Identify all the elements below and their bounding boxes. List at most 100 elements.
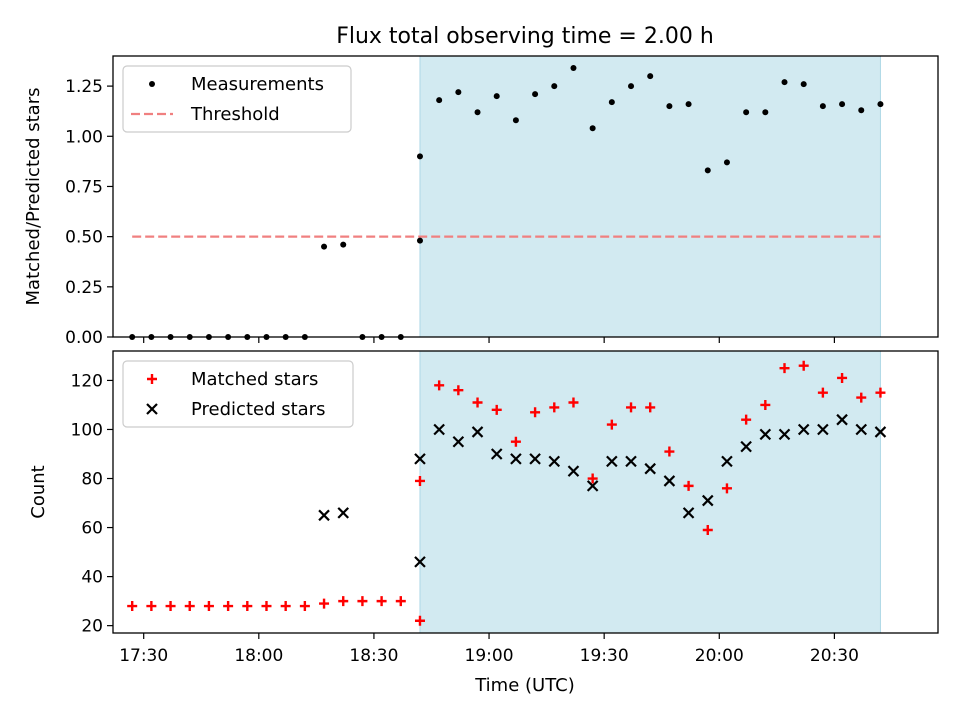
predicted-stars-point xyxy=(433,423,445,436)
shaded-observing-span xyxy=(419,55,881,338)
predicted-stars-point xyxy=(778,428,791,441)
legend-marker-plus xyxy=(147,374,157,384)
matched-stars-point xyxy=(626,402,637,413)
predicted-stars-point xyxy=(797,423,810,436)
measurement-point xyxy=(685,101,692,108)
measurement-point xyxy=(551,83,558,90)
x-tick-label: 18:30 xyxy=(349,646,398,666)
predicted-stars-point xyxy=(663,475,676,487)
predicted-stars-point xyxy=(452,435,465,448)
predicted-stars-point xyxy=(414,453,426,465)
legend-marker-x xyxy=(146,403,158,415)
matched-stars-point xyxy=(472,397,483,408)
matched-stars-point xyxy=(203,601,214,612)
chart-title: Flux total observing time = 2.00 h xyxy=(336,24,714,49)
measurement-point xyxy=(474,109,481,116)
x-tick-label: 20:00 xyxy=(695,646,744,666)
axes-frame xyxy=(112,55,939,338)
measurement-point xyxy=(416,153,423,160)
matched-stars-point xyxy=(357,596,368,607)
predicted-stars-point xyxy=(490,448,503,460)
matched-stars-point xyxy=(683,480,694,491)
y-tick-label: 0.50 xyxy=(65,228,103,248)
panel-counts: 20 40 60 80 100 120 Count 17:30 18:00 18:30 19:00 1… xyxy=(28,350,939,666)
y-tick-label: 100 xyxy=(71,420,103,440)
matched-stars-point xyxy=(165,601,176,612)
y-tick-label: 40 xyxy=(81,568,103,588)
matched-stars-point xyxy=(299,601,310,612)
measurement-point xyxy=(819,103,826,110)
measurement-point xyxy=(743,109,750,116)
matched-stars-point xyxy=(875,387,886,398)
measurement-point xyxy=(321,243,328,250)
predicted-stars-point xyxy=(682,507,695,519)
matched-stars-point xyxy=(779,363,790,374)
measurement-point xyxy=(628,83,635,90)
measurement-point xyxy=(704,167,711,174)
predicted-stars-point xyxy=(721,455,733,468)
matched-stars-point xyxy=(414,475,425,486)
measurement-point xyxy=(608,99,615,106)
predicted-stars-point xyxy=(318,509,330,522)
shaded-observing-span xyxy=(419,350,881,634)
predicted-stars-point xyxy=(625,455,637,468)
legend-label: Predicted stars xyxy=(191,399,325,420)
predicted-stars-point xyxy=(548,455,561,468)
predicted-stars-point xyxy=(701,494,714,507)
measurement-point xyxy=(493,93,500,100)
measurement-point xyxy=(512,117,519,124)
matched-stars-point xyxy=(702,525,713,536)
matched-stars-point xyxy=(453,385,464,396)
matched-stars-point xyxy=(414,615,425,626)
matched-stars-point xyxy=(549,402,560,413)
x-tick-label: 17:30 xyxy=(119,646,168,666)
axes-frame xyxy=(112,350,939,634)
matched-stars-point xyxy=(645,402,656,413)
measurement-point xyxy=(416,237,423,244)
predicted-stars-point xyxy=(740,440,752,453)
y-tick-label: 80 xyxy=(81,470,103,490)
matched-stars-point xyxy=(184,601,195,612)
matched-stars-point xyxy=(856,392,867,403)
matched-stars-point xyxy=(127,601,138,612)
predicted-stars-point xyxy=(817,423,829,436)
x-tick-label: 18:00 xyxy=(234,646,283,666)
matched-stars-point xyxy=(798,360,809,371)
predicted-stars-point xyxy=(414,556,426,568)
matched-stars-point xyxy=(338,596,349,607)
matched-stars-point xyxy=(568,397,579,408)
legend-marker-dot xyxy=(149,81,155,87)
measurement-point xyxy=(532,91,539,98)
measurement-point xyxy=(436,97,443,104)
measurement-point xyxy=(781,79,788,86)
predicted-stars-point xyxy=(644,462,656,475)
measurement-point xyxy=(839,101,846,108)
legend-label: Measurements xyxy=(191,74,324,95)
legend-box xyxy=(122,360,354,428)
predicted-stars-point xyxy=(759,428,772,441)
x-tick-label: 19:00 xyxy=(465,646,514,666)
matched-stars-point xyxy=(223,601,234,612)
measurement-point xyxy=(647,73,654,80)
predicted-stars-point xyxy=(337,507,350,519)
matched-stars-point xyxy=(376,596,387,607)
x-tick-label: 20:30 xyxy=(810,646,859,666)
legend: Matched stars Predicted stars xyxy=(122,360,354,428)
y-tick-label: 1.00 xyxy=(65,127,103,147)
matched-stars-point xyxy=(587,473,598,484)
y-tick-label: 0.00 xyxy=(65,328,103,348)
y-tick-label: 120 xyxy=(71,371,103,391)
legend-label: Threshold xyxy=(190,104,280,125)
legend: Measurements Threshold xyxy=(122,65,352,133)
matched-stars-point xyxy=(242,601,253,612)
measurement-point xyxy=(666,103,673,110)
x-axis-label: Time (UTC) xyxy=(474,675,575,696)
matched-stars-point xyxy=(664,446,675,457)
panel-ratio: 0.00 0.25 0.50 0.75 1.00 1.25 Matched/Predicte… xyxy=(23,55,939,348)
y-tick-label: 0.75 xyxy=(65,177,103,197)
measurement-point xyxy=(762,109,769,116)
matched-stars-point xyxy=(606,419,617,430)
predicted-stars-point xyxy=(586,480,599,492)
matched-stars-point xyxy=(146,601,157,612)
